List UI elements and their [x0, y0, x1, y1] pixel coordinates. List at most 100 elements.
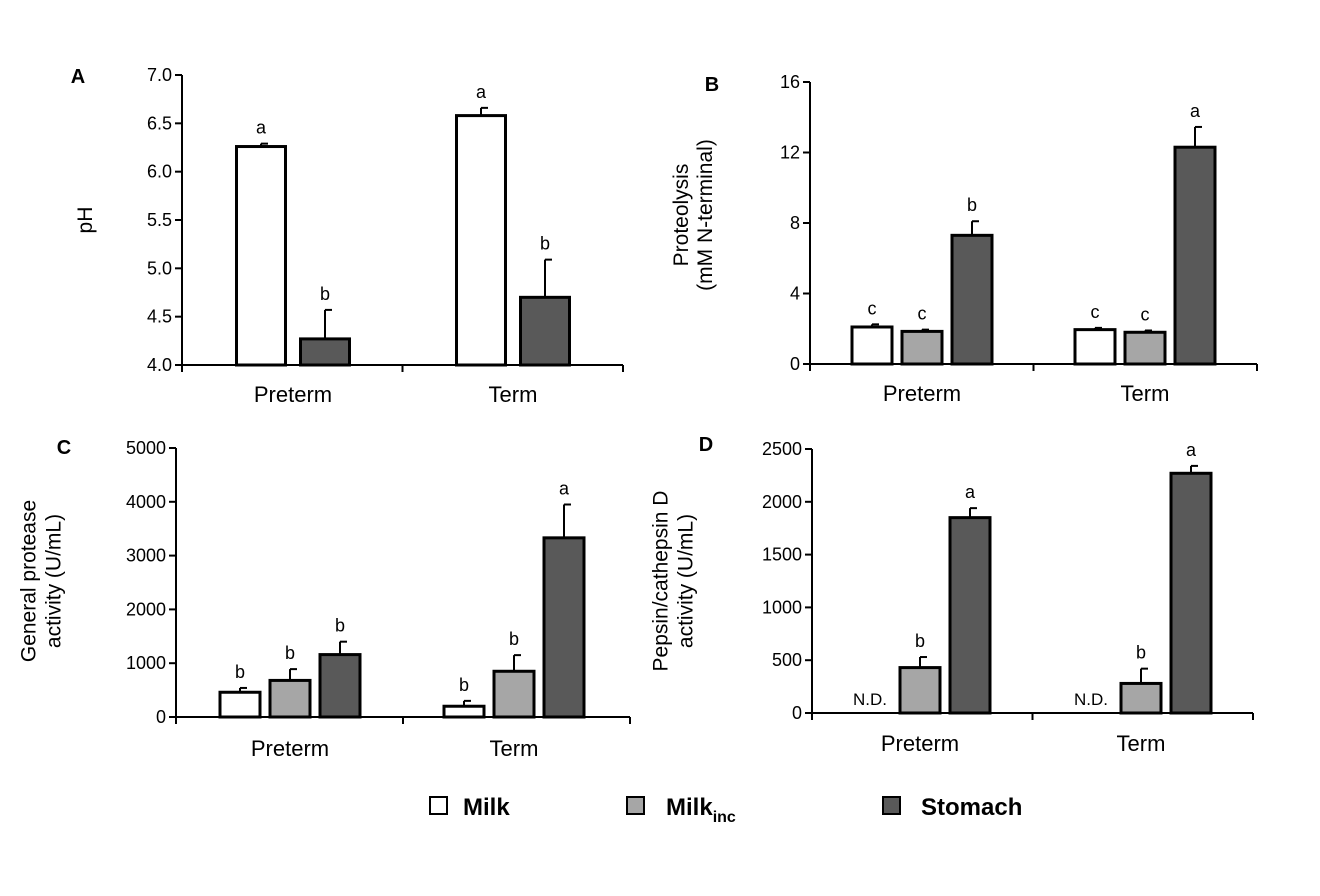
significance-letter: b — [335, 616, 345, 636]
legend-label-text: Stomach — [921, 794, 1022, 821]
bar-stomach-preterm — [950, 233, 994, 366]
significance-letter: a — [1190, 101, 1201, 121]
y-tick-label: 4000 — [126, 492, 166, 512]
significance-letter: c — [868, 298, 877, 318]
significance-letter: b — [967, 195, 977, 215]
y-tick-label: 6.5 — [147, 113, 172, 133]
y-tick-label: 4.5 — [147, 307, 172, 327]
bar-stomach-preterm — [318, 653, 362, 719]
significance-letter: b — [915, 631, 925, 651]
y-tick-label: 7.0 — [147, 65, 172, 85]
bar-stomach-term — [519, 295, 571, 367]
y-axis-label: Proteolysis — [670, 164, 693, 267]
legend: Milk Milkinc Stomach — [429, 794, 1022, 826]
chart-panel-b: B Proteolysis (mM N-terminal) 0 4 8 12 16 Preter… — [670, 72, 1258, 406]
chart-panel-a: ApH 4.0 4.5 5.0 5.5 6.0 6.5 7.0 Preterm Term a a b b — [71, 65, 624, 407]
bar-milk-term — [455, 114, 507, 367]
significance-letter: b — [235, 662, 245, 682]
legend-swatch-milk — [429, 796, 448, 815]
y-tick-label: 5.5 — [147, 210, 172, 230]
panel-label: B — [705, 74, 719, 96]
y-tick-label: 5000 — [126, 438, 166, 458]
y-axis-label: activity (U/mL) — [675, 514, 698, 648]
legend-label: Milkinc — [666, 794, 736, 826]
y-tick-label: 1000 — [126, 653, 166, 673]
panel-label: A — [71, 66, 85, 88]
y-tick-label: 0 — [156, 707, 166, 727]
y-tick-label: 0 — [792, 703, 802, 723]
x-tick-label: Preterm — [251, 736, 329, 761]
legend-label-text: Milk — [463, 794, 510, 821]
legend-item-stomach: Stomach — [882, 794, 1022, 821]
y-tick-label: 1500 — [762, 545, 802, 565]
x-tick-label: Term — [1121, 381, 1170, 406]
panel-label: C — [57, 437, 71, 459]
legend-label: Milk — [463, 794, 510, 821]
y-tick-label: 16 — [780, 72, 800, 92]
bar-milk_inc-preterm — [268, 678, 312, 719]
y-tick-label: 2000 — [762, 492, 802, 512]
bar-stomach-term — [1169, 471, 1213, 715]
significance-letter: b — [320, 284, 330, 304]
legend-label-subscript: inc — [713, 809, 736, 826]
bar-milk-term — [1073, 328, 1117, 366]
bar-milk_inc-term — [1123, 330, 1167, 366]
bar-stomach-preterm — [948, 516, 992, 715]
y-tick-label: 6.0 — [147, 162, 172, 182]
y-tick-label: 5.0 — [147, 258, 172, 278]
significance-letter: a — [256, 118, 267, 138]
significance-letter: b — [1136, 643, 1146, 663]
nd-label: N.D. — [853, 690, 887, 709]
legend-label: Stomach — [921, 794, 1022, 821]
y-tick-label: 1000 — [762, 597, 802, 617]
significance-letter: b — [509, 629, 519, 649]
significance-letter: c — [1091, 302, 1100, 322]
y-tick-label: 8 — [790, 213, 800, 233]
x-tick-label: Preterm — [254, 382, 332, 407]
y-tick-label: 500 — [772, 650, 802, 670]
significance-letter: a — [1186, 440, 1197, 460]
legend-item-milk_inc: Milkinc — [626, 794, 736, 826]
legend-label-text: Milk — [666, 794, 713, 821]
y-tick-label: 4.0 — [147, 355, 172, 375]
y-tick-label: 3000 — [126, 546, 166, 566]
x-tick-label: Term — [490, 736, 539, 761]
significance-letter: a — [559, 478, 570, 498]
bar-milk_inc-preterm — [900, 329, 944, 366]
panel-label: D — [699, 434, 713, 456]
bar-milk-preterm — [218, 690, 262, 719]
y-axis-label: General protease — [18, 500, 41, 662]
y-tick-label: 0 — [790, 354, 800, 374]
y-tick-label: 2500 — [762, 439, 802, 459]
nd-label: N.D. — [1074, 690, 1108, 709]
x-tick-label: Term — [489, 382, 538, 407]
significance-letter: a — [476, 82, 487, 102]
significance-letter: b — [540, 234, 550, 254]
legend-item-milk: Milk — [429, 794, 510, 821]
significance-letter: c — [918, 304, 927, 324]
y-axis-label: Pepsin/cathepsin D — [650, 491, 673, 672]
significance-letter: b — [285, 643, 295, 663]
bar-milk_inc-term — [492, 669, 536, 719]
legend-swatch-stomach — [882, 796, 901, 815]
y-tick-label: 4 — [790, 284, 800, 304]
y-tick-label: 2000 — [126, 599, 166, 619]
bar-milk-term — [442, 704, 486, 719]
bar-milk-preterm — [235, 145, 287, 367]
significance-letter: a — [965, 482, 976, 502]
x-tick-label: Preterm — [883, 381, 961, 406]
bar-milk_inc-term — [1119, 681, 1163, 715]
bar-stomach-term — [542, 536, 586, 719]
legend-swatch-milk_inc — [626, 796, 645, 815]
y-axis-label: activity (U/mL) — [43, 514, 66, 648]
x-tick-label: Preterm — [881, 731, 959, 756]
bar-stomach-term — [1173, 145, 1217, 366]
significance-letter: c — [1141, 305, 1150, 325]
y-axis-label: pH — [74, 207, 97, 234]
bar-milk-preterm — [850, 325, 894, 366]
y-tick-label: 12 — [780, 143, 800, 163]
chart-panel-c: C General protease activity (U/mL) 0 1000 200… — [18, 437, 631, 761]
x-tick-label: Term — [1117, 731, 1166, 756]
